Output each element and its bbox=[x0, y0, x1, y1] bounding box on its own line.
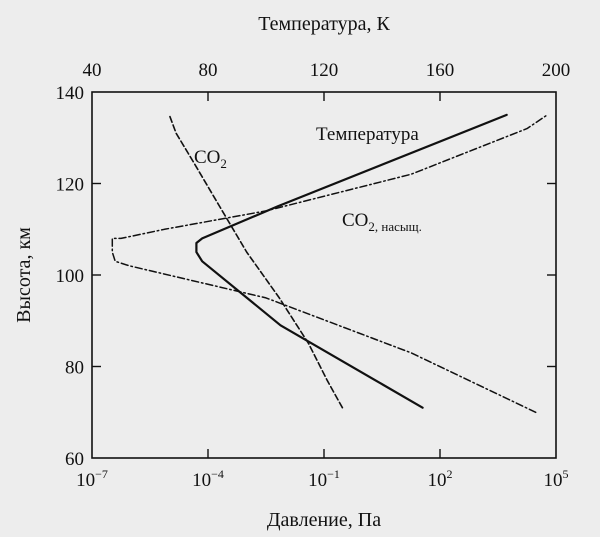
y-tick-label: 120 bbox=[56, 175, 85, 196]
bottom-axis-title: Давление, Па bbox=[267, 509, 381, 531]
top-tick-label: 80 bbox=[199, 60, 218, 81]
bottom-tick-label: 105 bbox=[544, 467, 569, 491]
top-tick-label: 160 bbox=[426, 60, 455, 81]
ticks-layer: 40 80 120 160 200 10−7 10−4 10−1 102 105 60 80 100 12… bbox=[56, 60, 571, 491]
top-tick-label: 120 bbox=[310, 60, 339, 81]
series-line-co2 bbox=[168, 114, 344, 409]
bottom-tick-label: 10−7 bbox=[76, 467, 108, 491]
top-tick-label: 40 bbox=[83, 60, 102, 81]
series-line-co2-насыщ- bbox=[111, 114, 549, 414]
top-axis-title: Температура, К bbox=[258, 13, 390, 35]
series-layer: Температура CO2 CO2, насыщ. bbox=[111, 113, 549, 414]
bottom-tick-label: 10−4 bbox=[192, 467, 224, 491]
series-label: CO2, насыщ. bbox=[342, 210, 422, 234]
series-label: Температура bbox=[316, 124, 419, 145]
top-tick-label: 200 bbox=[542, 60, 571, 81]
plot-frame bbox=[91, 91, 557, 459]
y-axis-title: Высота, км bbox=[13, 227, 35, 323]
y-tick-label: 60 bbox=[65, 449, 84, 470]
bottom-tick-label: 102 bbox=[428, 467, 453, 491]
series-label: CO2 bbox=[194, 147, 227, 171]
series-line-температура bbox=[195, 113, 508, 409]
y-tick-label: 80 bbox=[65, 358, 84, 379]
bottom-tick-label: 10−1 bbox=[308, 467, 340, 491]
y-tick-label: 100 bbox=[56, 266, 85, 287]
y-tick-label: 140 bbox=[56, 83, 85, 104]
